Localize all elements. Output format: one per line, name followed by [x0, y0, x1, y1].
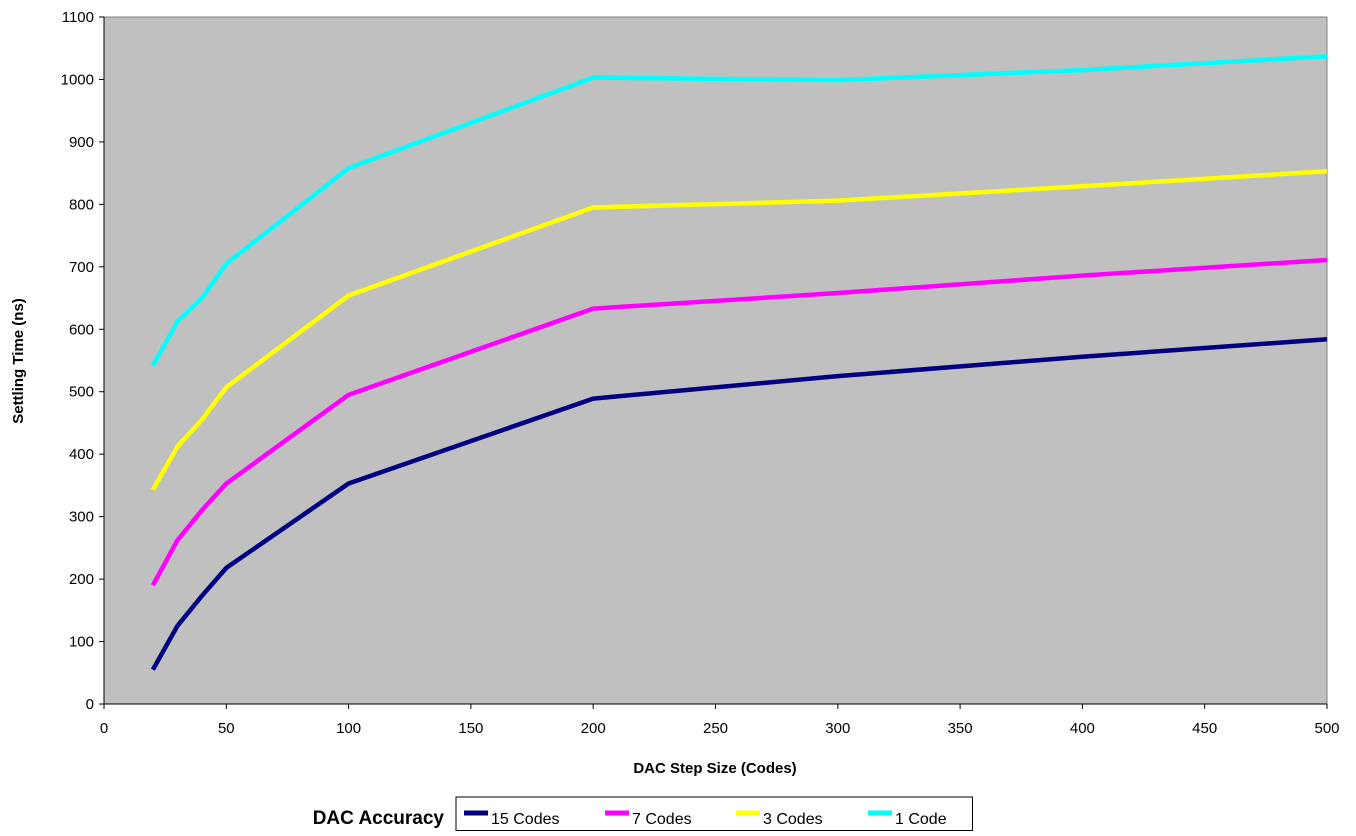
y-tick-label: 1100: [62, 9, 94, 26]
plot-area: [104, 17, 1327, 704]
x-tick-label: 350: [948, 720, 973, 737]
plot-layer: [104, 17, 1327, 704]
y-tick-label: 500: [69, 384, 94, 401]
legend-label-3-codes: 3 Codes: [763, 811, 823, 828]
legend: 15 Codes 7 Codes 3 Codes 1 Code: [456, 797, 973, 831]
x-tick-label: 100: [336, 720, 361, 737]
x-tick-label: 50: [218, 720, 235, 737]
legend-label-1-code: 1 Code: [895, 811, 947, 828]
x-axis-label: DAC Step Size (Codes): [633, 760, 796, 777]
y-tick-label: 400: [69, 446, 94, 463]
y-tick-label: 0: [86, 696, 94, 713]
legend-label-7-codes: 7 Codes: [632, 811, 692, 828]
x-tick-label: 300: [825, 720, 850, 737]
y-tick-label: 900: [69, 134, 94, 151]
y-tick-label: 700: [69, 259, 94, 276]
y-tick-label: 600: [69, 321, 94, 338]
y-tick-label: 800: [69, 196, 94, 213]
x-tick-label: 400: [1070, 720, 1095, 737]
y-axis-label: Settling Time (ns): [10, 298, 27, 424]
y-tick-label: 1000: [61, 71, 94, 88]
x-tick-label: 450: [1192, 720, 1217, 737]
y-tick-label: 300: [69, 509, 94, 526]
x-tick-label: 500: [1314, 720, 1339, 737]
legend-title: DAC Accuracy: [313, 808, 445, 829]
x-tick-label: 150: [458, 720, 483, 737]
legend-label-15-codes: 15 Codes: [491, 811, 560, 828]
y-tick-label: 200: [69, 571, 94, 588]
y-tick-label: 100: [69, 634, 94, 651]
x-tick-label: 250: [703, 720, 728, 737]
x-tick-label: 0: [100, 720, 108, 737]
x-tick-label: 200: [581, 720, 606, 737]
